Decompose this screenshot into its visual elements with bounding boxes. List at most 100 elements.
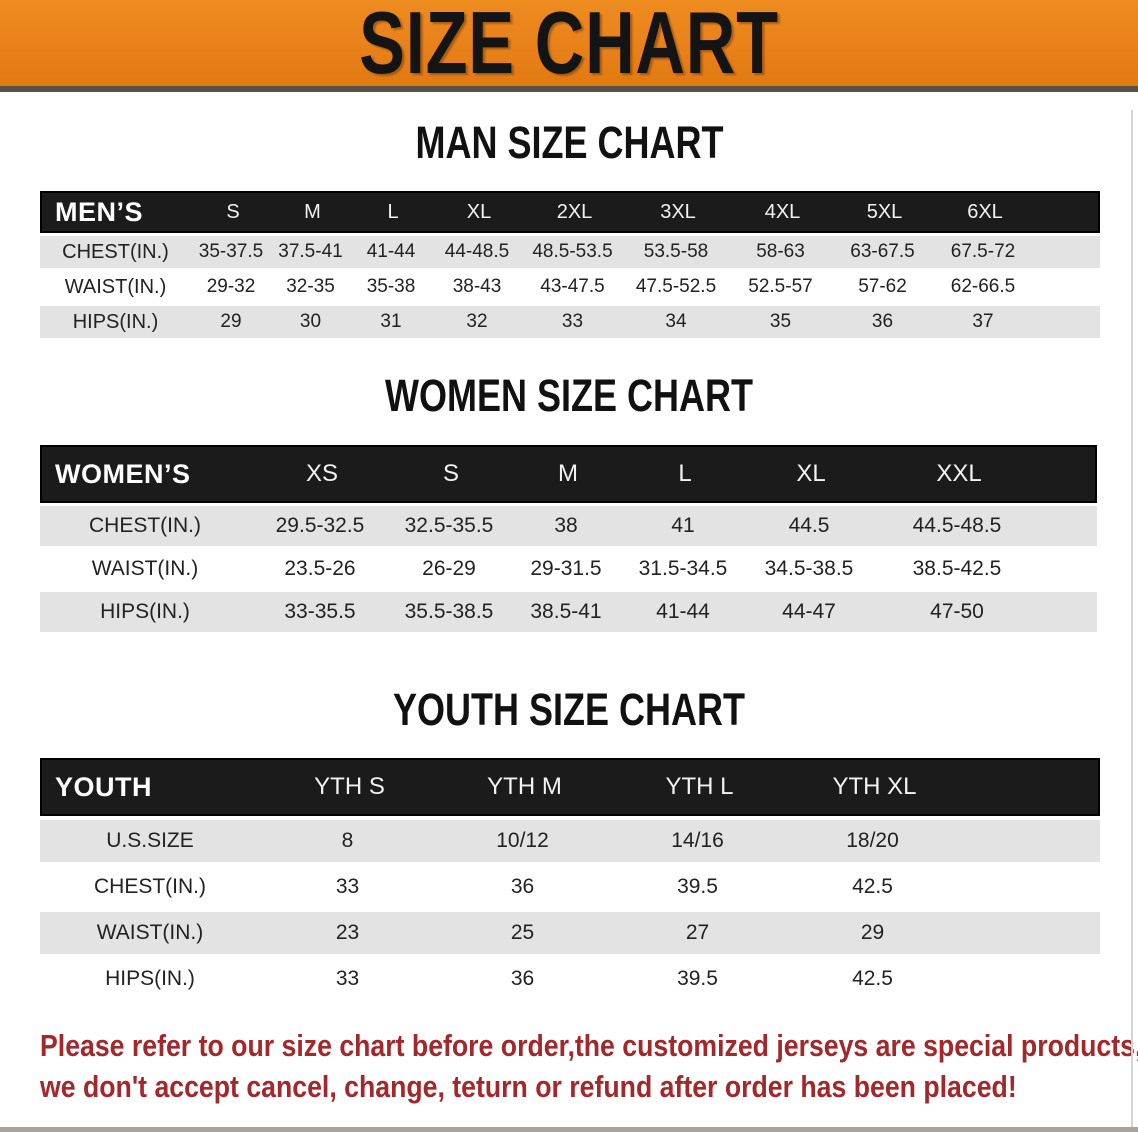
disclaimer-line-2: we don't accept cancel, change, teturn o… bbox=[40, 1069, 1017, 1104]
table-corner-label: WOMEN’S bbox=[55, 458, 191, 489]
value-cell: 63-67.5 bbox=[850, 241, 915, 262]
table-corner-label: MEN’S bbox=[55, 196, 144, 227]
table-row: WAIST(IN.) 23 25 27 29 bbox=[40, 912, 1100, 954]
value-cell: 33 bbox=[335, 967, 360, 990]
value-cell: 31 bbox=[380, 311, 402, 332]
table-row: HIPS(IN.) 29 30 31 32 33 34 35 36 37 bbox=[40, 306, 1100, 338]
men-section-title-text: MAN SIZE CHART bbox=[414, 117, 723, 168]
value-cell: 37 bbox=[972, 311, 994, 332]
value-cell: 58-63 bbox=[756, 241, 805, 262]
size-header-cell: M bbox=[304, 200, 321, 223]
size-header-cell: 5XL bbox=[866, 200, 903, 223]
table-corner-label: YOUTH bbox=[55, 771, 152, 802]
value-cell: 38 bbox=[554, 514, 578, 537]
value-cell: 57-62 bbox=[858, 276, 907, 297]
value-cell: 8 bbox=[341, 829, 354, 852]
filler-cell bbox=[960, 912, 1100, 954]
table-row: CHEST(IN.) 35-37.5 37.5-41 41-44 44-48.5 48.5… bbox=[40, 236, 1100, 268]
disclaimer-text: Please refer to our size chart before or… bbox=[40, 1025, 1138, 1107]
value-cell: 38.5-42.5 bbox=[912, 557, 1002, 580]
section-youth: YOUTH SIZE CHART YOUTH YTH S YTH M YTH L YTH… bbox=[0, 686, 1138, 1000]
value-cell: 34.5-38.5 bbox=[764, 557, 854, 580]
size-header-cell: L bbox=[387, 200, 399, 223]
row-label-cell: CHEST(IN.) bbox=[62, 240, 169, 263]
filler-cell bbox=[1033, 306, 1100, 338]
value-cell: 33 bbox=[335, 875, 360, 898]
value-cell: 48.5-53.5 bbox=[532, 241, 613, 262]
men-size-table: MEN’S S M L XL 2XL 3XL 4XL 5XL 6XL CHEST(IN.) 35-37… bbox=[40, 191, 1100, 338]
men-section-title: MAN SIZE CHART bbox=[0, 119, 1138, 166]
value-cell: 44-48.5 bbox=[444, 241, 510, 262]
value-cell: 23 bbox=[335, 921, 360, 944]
value-cell: 14/16 bbox=[671, 829, 724, 852]
value-cell: 67.5-72 bbox=[950, 241, 1016, 262]
value-cell: 62-66.5 bbox=[950, 276, 1016, 297]
row-label-cell: HIPS(IN.) bbox=[72, 310, 159, 333]
value-cell: 35.5-38.5 bbox=[404, 600, 494, 623]
value-cell: 35-37.5 bbox=[198, 241, 264, 262]
value-cell: 10/12 bbox=[496, 829, 549, 852]
size-header-cell: 6XL bbox=[967, 200, 1003, 223]
filler-cell bbox=[1040, 447, 1099, 501]
value-cell: 36 bbox=[510, 875, 535, 898]
size-header-cell: 4XL bbox=[764, 200, 801, 223]
value-cell: 33 bbox=[561, 311, 584, 332]
table-row: HIPS(IN.) 33 36 39.5 42.5 bbox=[40, 958, 1100, 1000]
value-cell: 37.5-41 bbox=[278, 241, 343, 262]
value-cell: 29.5-32.5 bbox=[275, 514, 365, 537]
filler-cell bbox=[960, 958, 1100, 1000]
value-cell: 32-35 bbox=[286, 276, 335, 297]
row-label-cell: HIPS(IN.) bbox=[100, 600, 190, 623]
size-header-cell: XL bbox=[796, 460, 826, 487]
row-label-cell: WAIST(IN.) bbox=[91, 557, 199, 580]
value-cell: 47-50 bbox=[930, 600, 984, 623]
value-cell: 38-43 bbox=[452, 276, 502, 297]
scan-edge-line-right bbox=[1131, 110, 1133, 1132]
value-cell: 36 bbox=[871, 311, 894, 332]
size-header-cell: XXL bbox=[936, 460, 982, 487]
women-section-title: WOMEN SIZE CHART bbox=[0, 372, 1138, 419]
women-size-table: WOMEN’S XS S M L XL XXL CHEST(IN.) 29.5-32.5 32.5… bbox=[40, 445, 1097, 632]
filler-cell bbox=[1035, 193, 1102, 231]
size-header-cell: S bbox=[442, 460, 459, 487]
size-header-cell: XL bbox=[466, 200, 492, 223]
size-header-cell: YTH M bbox=[487, 773, 562, 800]
row-label-cell: CHEST(IN.) bbox=[89, 514, 201, 537]
value-cell: 36 bbox=[510, 967, 535, 990]
section-women: WOMEN SIZE CHART WOMEN’S XS S M L XL XXL CHEST(… bbox=[0, 372, 1138, 632]
size-header-cell: 3XL bbox=[660, 200, 696, 223]
value-cell: 41-44 bbox=[656, 600, 710, 623]
row-label-cell: U.S.SIZE bbox=[106, 829, 194, 852]
filler-cell bbox=[962, 760, 1102, 814]
size-header-cell: 2XL bbox=[556, 200, 593, 223]
value-cell: 35-38 bbox=[366, 276, 416, 297]
value-cell: 29 bbox=[220, 311, 242, 332]
table-header-row: WOMEN’S XS S M L XL XXL bbox=[40, 445, 1097, 503]
value-cell: 33-35.5 bbox=[284, 600, 356, 623]
size-header-cell: YTH S bbox=[314, 773, 385, 800]
value-cell: 27 bbox=[685, 921, 710, 944]
size-header-cell: M bbox=[558, 460, 578, 487]
value-cell: 42.5 bbox=[852, 967, 893, 990]
value-cell: 39.5 bbox=[677, 967, 718, 990]
filler-cell bbox=[1038, 506, 1097, 546]
women-section-title-text: WOMEN SIZE CHART bbox=[384, 370, 753, 421]
size-header-cell: YTH L bbox=[665, 773, 734, 800]
table-row: U.S.SIZE 8 10/12 14/16 18/20 bbox=[40, 820, 1100, 862]
filler-cell bbox=[1033, 271, 1100, 303]
value-cell: 32 bbox=[466, 311, 488, 332]
filler-cell bbox=[1038, 549, 1097, 589]
section-men: MAN SIZE CHART MEN’S S M L XL 2XL 3XL 4XL 5XL 6XL… bbox=[0, 119, 1138, 338]
value-cell: 18/20 bbox=[846, 829, 899, 852]
filler-cell bbox=[1038, 592, 1097, 632]
table-row: CHEST(IN.) 33 36 39.5 42.5 bbox=[40, 866, 1100, 908]
table-row: CHEST(IN.) 29.5-32.5 32.5-35.5 38 41 44.5 44.5… bbox=[40, 506, 1097, 546]
filler-cell bbox=[960, 866, 1100, 908]
table-header-row: YOUTH YTH S YTH M YTH L YTH XL bbox=[40, 758, 1100, 816]
filler-cell bbox=[960, 820, 1100, 862]
table-header-row: MEN’S S M L XL 2XL 3XL 4XL 5XL 6XL bbox=[40, 191, 1100, 233]
size-header-cell: L bbox=[678, 460, 692, 487]
value-cell: 52.5-57 bbox=[748, 276, 813, 297]
table-row: HIPS(IN.) 33-35.5 35.5-38.5 38.5-41 41-44 44-… bbox=[40, 592, 1097, 632]
value-cell: 47.5-52.5 bbox=[635, 276, 717, 297]
